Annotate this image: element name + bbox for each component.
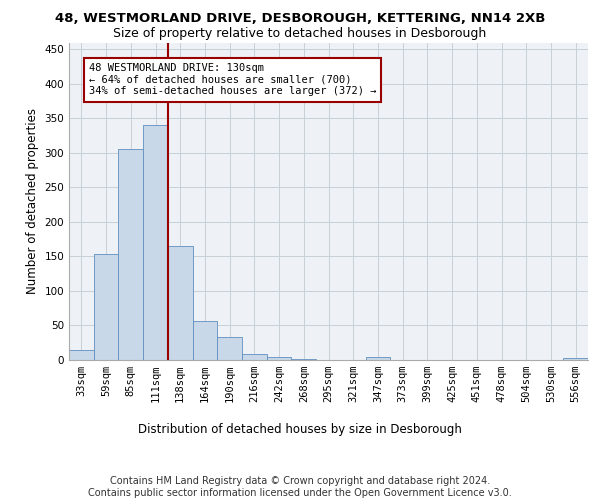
Bar [69,350,94,360]
Bar [143,126,168,360]
Bar [168,246,193,360]
Bar [118,150,143,360]
Text: 48, WESTMORLAND DRIVE, DESBOROUGH, KETTERING, NN14 2XB: 48, WESTMORLAND DRIVE, DESBOROUGH, KETTE… [55,12,545,26]
Bar [193,322,217,360]
Text: Distribution of detached houses by size in Desborough: Distribution of detached houses by size … [138,422,462,436]
Bar [217,337,242,360]
Bar [242,354,267,360]
Bar [94,254,118,360]
Bar [365,356,390,360]
Bar [563,358,588,360]
Text: 48 WESTMORLAND DRIVE: 130sqm
← 64% of detached houses are smaller (700)
34% of s: 48 WESTMORLAND DRIVE: 130sqm ← 64% of de… [89,63,376,96]
Bar [267,356,292,360]
Text: Contains HM Land Registry data © Crown copyright and database right 2024.
Contai: Contains HM Land Registry data © Crown c… [88,476,512,498]
Y-axis label: Number of detached properties: Number of detached properties [26,108,39,294]
Text: Size of property relative to detached houses in Desborough: Size of property relative to detached ho… [113,28,487,40]
